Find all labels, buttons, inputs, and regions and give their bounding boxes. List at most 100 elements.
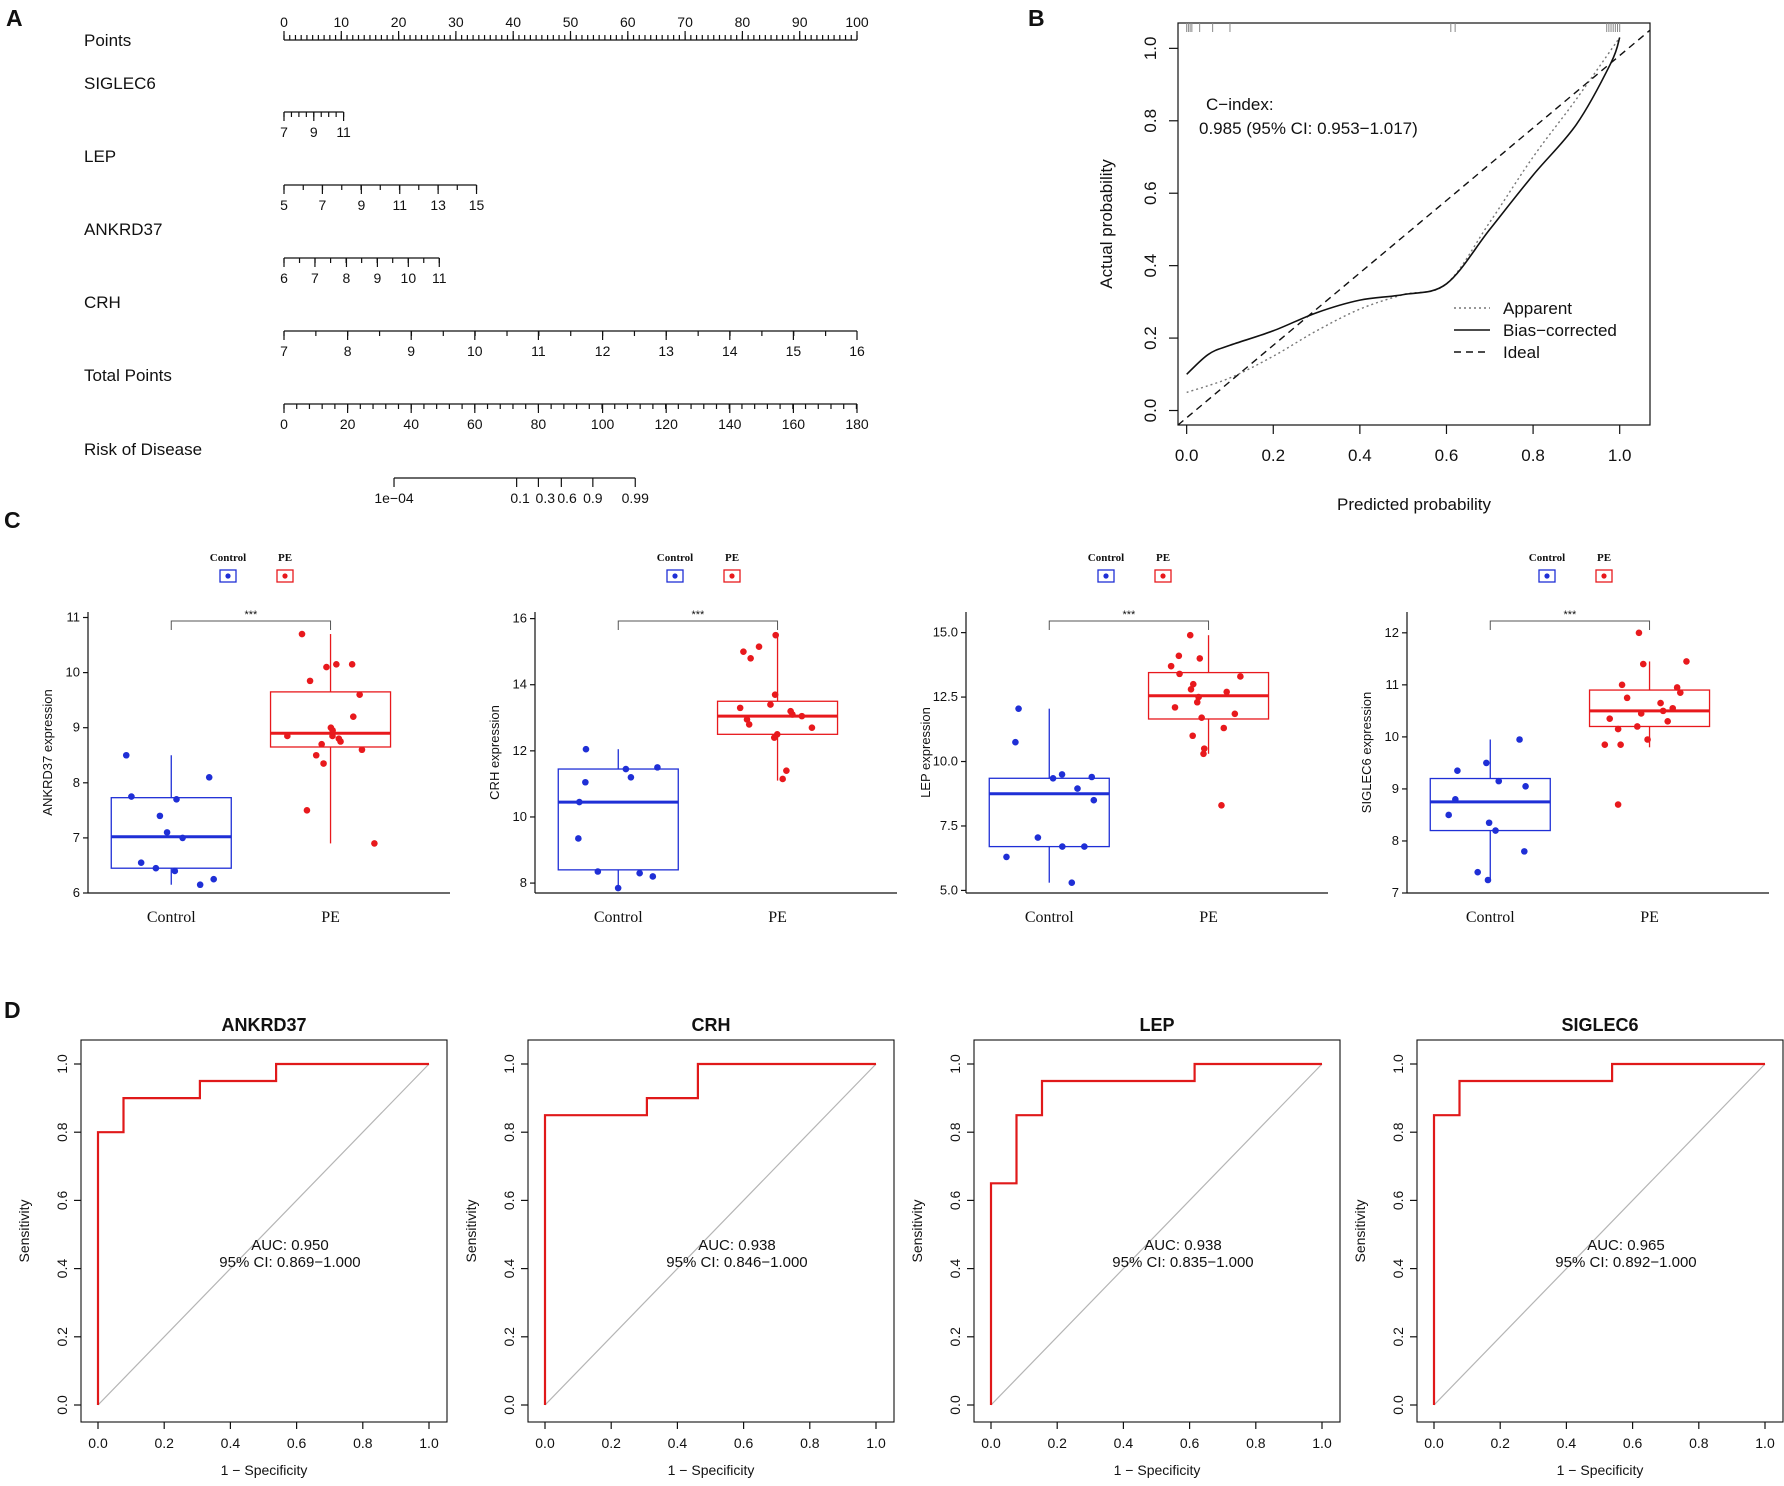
y-tick-label: 12 [1385,625,1399,640]
category-label: Control [1025,909,1074,926]
data-point [1237,673,1244,680]
nomogram-tick-label: 0 [280,14,288,30]
data-point [1495,777,1503,785]
data-point [770,734,778,741]
y-tick-label: 7.5 [940,818,958,833]
x-tick-label: 1.0 [1755,1435,1775,1451]
data-point [1659,707,1667,715]
y-tick-label: 9 [1392,781,1399,796]
data-point [1484,876,1492,884]
y-tick-label: 0.8 [1390,1122,1406,1142]
panel-b-calibration: 0.0 0.0 0.2 0.2 0.4 0.4 0.6 0.6 0.8 0.8 1.0 1.0 Pred… [1097,22,1651,514]
data-point [348,661,356,668]
data-point [1068,879,1076,886]
category-label: PE [768,909,787,926]
data-point [1176,670,1183,678]
y-tick-label: 7 [73,830,80,845]
y-tick-label: 0.8 [1141,109,1160,133]
nomogram-row-label: CRH [84,293,121,312]
data-point [371,840,378,847]
data-point [323,663,330,671]
significance-bracket [1048,620,1210,630]
calibration-line-dashed [1177,29,1651,426]
data-point [1644,736,1651,743]
legend-label: PE [278,552,292,564]
x-tick-label: 0.4 [221,1435,241,1451]
nomogram-tick-label: 10 [467,343,483,359]
y-axis-label: Sensitivity [16,1199,32,1262]
data-point [767,701,774,708]
data-point [137,859,145,866]
category-label: PE [1640,909,1659,926]
nomogram-tick-label: 8 [343,270,351,286]
data-point [771,691,779,698]
nomogram-tick-label: 60 [620,14,636,30]
data-point [1673,684,1681,691]
nomogram-tick-label: 7 [280,343,288,359]
data-point [808,724,816,732]
data-point [576,798,583,806]
nomogram-tick-label: 15 [786,343,802,359]
x-axis-label: 1 − Specificity [1114,1462,1201,1478]
panel-d-roc-curves: ANKRD37 0.0 0.0 0.2 0.2 0.4 0.4 0.6 0.6 0.8 0.8 1.0… [16,1015,1784,1478]
data-point [772,631,779,639]
roc-plot-1: ANKRD37 0.0 0.0 0.2 0.2 0.4 0.4 0.6 0.6 0.8 0.8 1.0… [16,1015,448,1478]
y-tick-label: 11 [1386,677,1400,692]
x-tick-label: 0.4 [1557,1435,1577,1451]
data-point [1623,694,1631,702]
y-axis-label: Sensitivity [909,1199,925,1262]
legend-swatch-point [282,573,288,579]
cindex-value: 0.985 (95% CI: 0.953−1.017) [1199,119,1418,138]
nomogram-tick-label: 70 [677,14,693,30]
boxplot-2: 8 10 12 14 16 CRH expression Control PE *** Contr… [487,552,897,926]
y-tick-label: 0.8 [54,1122,70,1142]
x-tick-label: 0.0 [88,1435,108,1451]
y-tick-label: 6 [73,885,80,900]
data-point [622,765,630,773]
data-point [594,868,602,875]
x-tick-label: 0.8 [1521,446,1545,465]
legend-swatch [276,569,294,583]
roc-curve [543,1062,876,1405]
data-point [1088,773,1096,781]
roc-diagonal [1433,1063,1766,1406]
y-tick-label: 1.0 [1141,37,1160,61]
data-point [284,732,291,740]
data-point [333,661,340,668]
y-tick-label: 0.0 [501,1395,517,1415]
nomogram-tick-label: 10 [401,270,417,286]
y-tick-label: 0.2 [54,1327,70,1347]
calibration-line-solid [1186,37,1621,375]
data-point [783,767,790,774]
roc-plot-3: LEP 0.0 0.0 0.2 0.2 0.4 0.4 0.6 0.6 0.8 0.8 1.0 1.0 1… [909,1015,1341,1478]
nomogram-tick-label: 7 [280,124,288,140]
auc-label: AUC: 0.950 [251,1237,329,1254]
data-point [156,812,164,820]
legend-label: Control [210,552,246,564]
data-point [779,775,786,783]
nomogram-tick-label: 7 [318,197,326,213]
nomogram-tick-label: 40 [505,14,521,30]
data-point [1492,827,1499,834]
legend-swatch [723,569,741,583]
data-point [1669,704,1677,712]
nomogram-tick-label: 160 [782,416,806,432]
data-point [1676,689,1684,696]
nomogram-tick-label: 5 [280,197,288,213]
nomogram-tick-label: 13 [658,343,674,359]
data-point [1186,631,1194,639]
significance-stars: *** [691,609,705,621]
legend-label: PE [1156,552,1170,564]
auc-label: AUC: 0.938 [698,1237,776,1254]
data-point [356,691,363,698]
nomogram-row-label: LEP [84,147,116,166]
nomogram-tick-label: 14 [722,343,738,359]
x-tick-label: 1.0 [866,1435,886,1451]
panel-letter-a: A [6,5,23,31]
data-point [349,713,357,720]
legend-label: Control [657,552,693,564]
y-axis-label: SIGLEC6 expression [1359,692,1374,813]
legend-swatch-point [225,573,231,579]
y-tick-label: 0.4 [501,1259,517,1279]
significance-bracket [617,620,779,630]
